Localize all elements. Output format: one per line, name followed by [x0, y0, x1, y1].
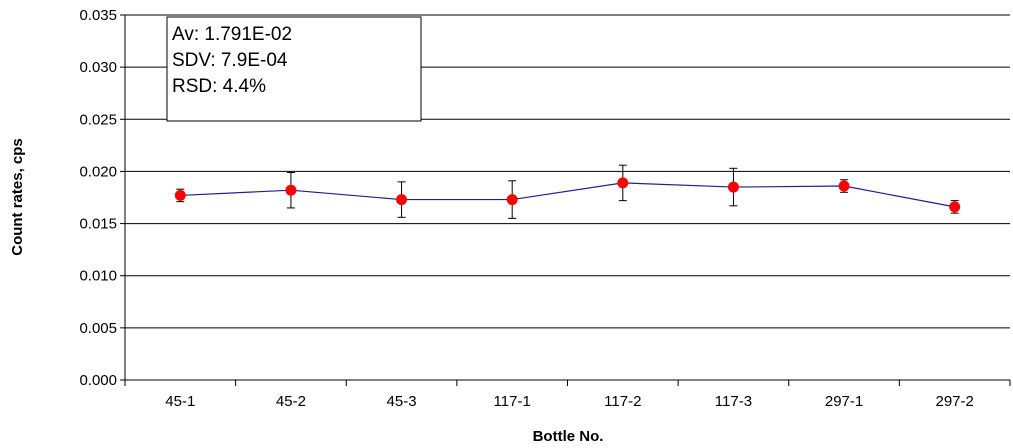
x-tick-label: 117-2 — [604, 393, 641, 410]
stats-sdv: SDV: 7.9E-04 — [172, 50, 288, 71]
data-point — [838, 180, 850, 192]
x-axis-ticks: 45-1 45-2 45-3 117-1 117-2 117-3 297-1 297-2 — [124, 380, 1011, 410]
y-axis-ticks: 0.000 0.005 0.010 0.015 0.020 0.025 0.030 0.035 — [79, 7, 125, 389]
data-point — [949, 201, 961, 213]
y-tick-label: 0.015 — [79, 216, 117, 233]
y-tick-label: 0.010 — [79, 268, 117, 285]
x-tick-label: 297-1 — [825, 393, 863, 410]
y-tick-label: 0.020 — [79, 163, 117, 180]
data-point — [617, 177, 629, 189]
data-point — [174, 189, 186, 201]
data-points — [174, 177, 961, 213]
data-point — [506, 194, 518, 206]
data-point — [396, 194, 408, 206]
stats-box-frame — [166, 16, 422, 122]
y-tick-label: 0.005 — [79, 320, 117, 337]
x-tick-label: 117-3 — [715, 393, 752, 410]
y-tick-label: 0.035 — [79, 7, 117, 24]
y-tick-label: 0.030 — [79, 59, 117, 76]
stats-rsd: RSD: 4.4% — [172, 76, 266, 97]
y-tick-label: 0.025 — [79, 111, 117, 128]
x-tick-label: 45-2 — [276, 393, 306, 410]
stats-box: Av: 1.791E-02 SDV: 7.9E-04 RSD: 4.4% — [166, 16, 422, 122]
y-tick-label: 0.000 — [79, 372, 117, 389]
data-point — [285, 184, 297, 196]
x-tick-label: 297-2 — [936, 393, 974, 410]
y-axis-title: Count rates, cps — [9, 138, 26, 256]
x-tick-label: 45-1 — [165, 393, 195, 410]
x-axis-title: Bottle No. — [533, 428, 604, 445]
x-tick-label: 117-1 — [494, 393, 531, 410]
stats-average: Av: 1.791E-02 — [172, 24, 292, 45]
x-tick-label: 45-3 — [387, 393, 417, 410]
series-line — [180, 182, 955, 208]
data-point — [727, 181, 739, 193]
